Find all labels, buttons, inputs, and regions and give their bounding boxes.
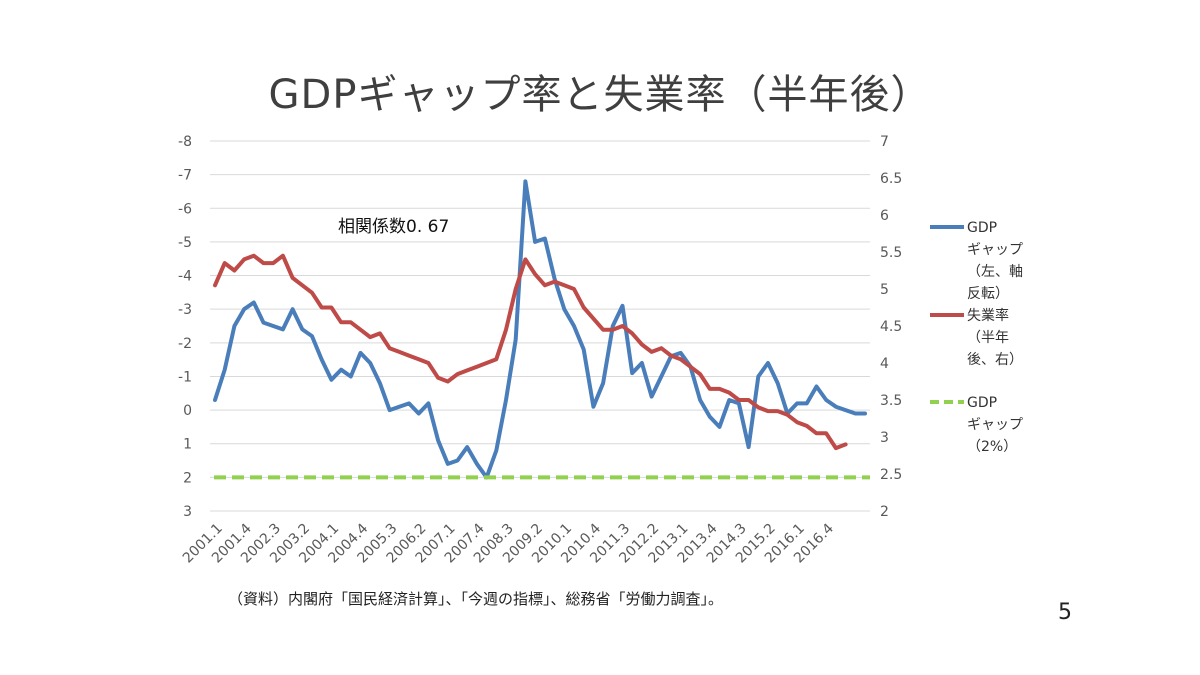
right-axis-tick: 2.5	[880, 467, 902, 483]
right-axis-tick: 7	[880, 134, 889, 150]
left-axis-tick: -7	[178, 168, 192, 184]
legend-label: 後、右）	[967, 352, 1023, 368]
right-axis-tick: 6	[880, 208, 889, 224]
series-line-unemployment	[213, 253, 848, 451]
slide-title: GDPギャップ率と失業率（半年後）	[268, 72, 932, 118]
left-axis-tick: -4	[178, 269, 192, 285]
right-axis-tick: 3.5	[880, 393, 902, 409]
legend-label: ギャップ	[967, 417, 1023, 433]
correlation-annotation: 相関係数0. 67	[338, 217, 449, 237]
left-axis-tick: 0	[183, 403, 192, 419]
legend-label: ギャップ	[967, 242, 1023, 258]
left-axis-tick: -8	[178, 134, 192, 150]
legend-label: 反転）	[967, 286, 1009, 302]
right-axis-tick: 4	[880, 356, 889, 372]
legend-label: （左、軸	[967, 264, 1023, 280]
series-line-gdp-gap	[213, 179, 867, 480]
left-axis-tick: -3	[178, 302, 192, 318]
left-axis-tick: -2	[178, 336, 192, 352]
legend-label: GDP	[967, 395, 997, 411]
legend-label: （2%）	[967, 439, 1017, 455]
left-axis-tick: 3	[183, 504, 192, 520]
right-axis-tick: 4.5	[880, 319, 902, 335]
left-axis-tick: 2	[183, 470, 192, 486]
page-number: 5	[1058, 600, 1072, 625]
right-axis-tick: 5	[880, 282, 889, 298]
right-axis-tick: 6.5	[880, 171, 902, 187]
left-axis-tick: 1	[183, 437, 192, 453]
left-axis-tick: -6	[178, 201, 192, 217]
legend-label: GDP	[967, 220, 997, 236]
legend-label: 失業率	[967, 307, 1009, 324]
right-axis-tick: 2	[880, 504, 889, 520]
right-axis-tick: 3	[880, 430, 889, 446]
left-axis-tick: -1	[178, 369, 192, 385]
legend-label: （半年	[967, 330, 1009, 346]
right-axis-tick: 5.5	[880, 245, 902, 261]
left-axis-tick: -5	[178, 235, 192, 251]
source-note: （資料）内閣府「国民経済計算」、「今週の指標」、総務省「労働力調査」。	[228, 590, 724, 608]
